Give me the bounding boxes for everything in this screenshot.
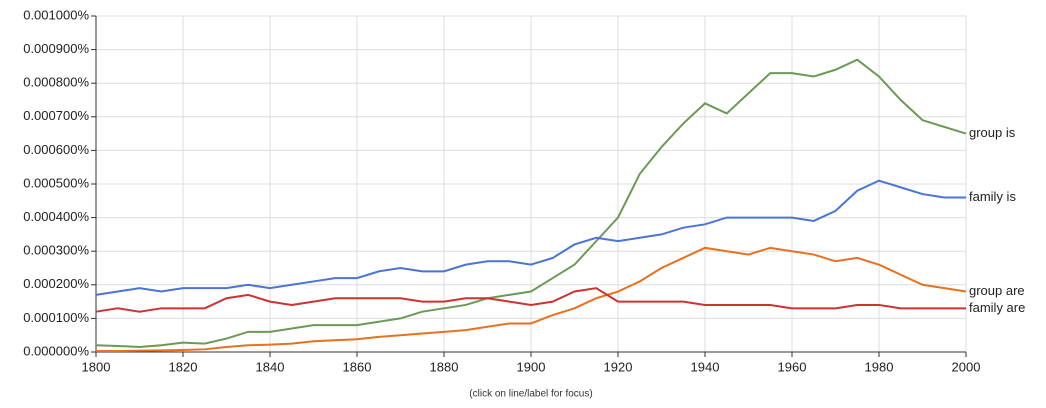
series-line[interactable]: [95, 287, 966, 313]
x-tick-label: 1960: [778, 359, 807, 374]
series-line[interactable]: [95, 179, 966, 296]
y-tick-label: 0.000000%: [23, 343, 89, 358]
x-tick-label: 1940: [691, 359, 720, 374]
series-line[interactable]: [96, 246, 967, 352]
series-label[interactable]: group are: [969, 283, 1025, 298]
x-tick-label: 2000: [952, 359, 981, 374]
y-tick-label: 0.001000%: [23, 7, 89, 22]
x-tick-label: 1880: [430, 359, 459, 374]
x-tick-label: 1840: [256, 359, 285, 374]
y-tick-label: 0.000900%: [23, 41, 89, 56]
x-tick-label: 1920: [604, 359, 633, 374]
x-tick-label: 1860: [343, 359, 372, 374]
y-tick-label: 0.000800%: [23, 75, 89, 90]
footnote: (click on line/label for focus): [469, 389, 592, 400]
y-tick-label: 0.000500%: [23, 175, 89, 190]
y-tick-label: 0.000300%: [23, 243, 89, 258]
y-tick-label: 0.000600%: [23, 142, 89, 157]
y-tick-label: 0.000400%: [23, 209, 89, 224]
y-tick-label: 0.000200%: [23, 276, 89, 291]
series-line[interactable]: [95, 58, 967, 348]
x-tick-label: 1800: [82, 359, 111, 374]
y-tick-label: 0.000100%: [23, 310, 89, 325]
x-tick-label: 1900: [517, 359, 546, 374]
series-label[interactable]: group is: [969, 125, 1016, 140]
y-tick-label: 0.000700%: [23, 108, 89, 123]
x-tick-label: 1980: [865, 359, 894, 374]
x-tick-label: 1820: [169, 359, 198, 374]
series-label[interactable]: family is: [969, 189, 1016, 204]
series-label[interactable]: family are: [969, 300, 1025, 315]
